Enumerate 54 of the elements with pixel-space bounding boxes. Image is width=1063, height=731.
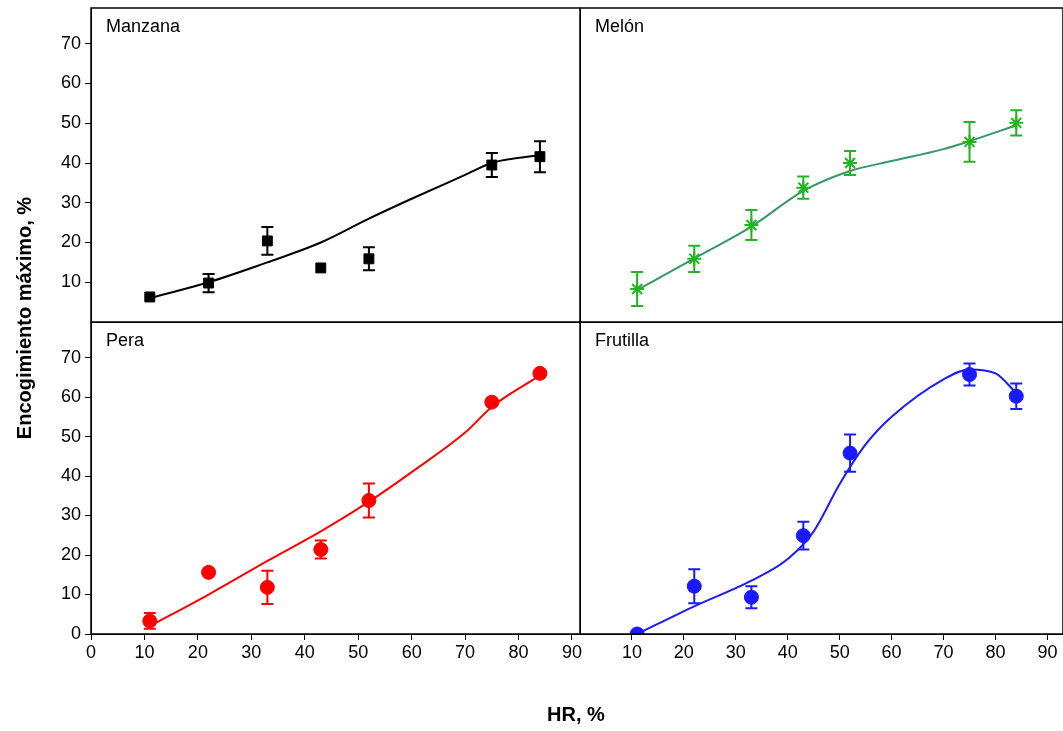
x-tick-label: 40: [294, 641, 315, 662]
x-tick-label: 70: [933, 641, 954, 662]
text: Manzana: [106, 15, 182, 36]
point: [743, 217, 760, 234]
y-axis-title: Encogimiento máximo, %: [12, 196, 36, 440]
point: [486, 159, 498, 171]
x-tick-label: 0: [85, 641, 97, 662]
y-tick-label: 40: [60, 151, 81, 172]
x-tick-label: 40: [777, 641, 798, 662]
chart-title: Pera: [106, 329, 146, 350]
point: [629, 281, 646, 298]
x-tick-label: 30: [725, 641, 746, 662]
y-tick-label: 20: [60, 231, 81, 252]
y-tick-label: 10: [60, 271, 81, 292]
x-tick-label: 90: [561, 641, 582, 662]
x-tick-label: 10: [134, 641, 155, 662]
point: [686, 250, 703, 267]
y-tick-label: 0: [70, 622, 81, 643]
point: [534, 151, 546, 163]
y-tick-label: 30: [60, 191, 81, 212]
x-tick-label: 60: [401, 641, 422, 662]
x-tick-label: 70: [455, 641, 476, 662]
y-tick-label: 50: [60, 425, 81, 446]
point: [315, 262, 327, 274]
point: [363, 253, 375, 265]
x-tick-label: 20: [187, 641, 208, 662]
x-tick-label: 10: [621, 641, 642, 662]
point: [261, 235, 273, 247]
text: Melón: [595, 15, 645, 36]
y-tick-label: 70: [60, 346, 81, 367]
y-tick-label: 30: [60, 504, 81, 525]
point: [532, 365, 548, 381]
y-tick-label: 60: [60, 386, 81, 407]
y-tick-label: 40: [60, 464, 81, 485]
x-tick-label: 30: [241, 641, 262, 662]
point: [144, 291, 156, 303]
y-tick-label: 60: [60, 72, 81, 93]
x-axis-title: HR, %: [547, 703, 605, 726]
point: [201, 564, 217, 580]
point: [1008, 114, 1025, 131]
y-tick-label: 10: [60, 583, 81, 604]
x-tick-label: 90: [1037, 641, 1058, 662]
y-tick-label: 20: [60, 543, 81, 564]
y-tick-label: 70: [60, 32, 81, 53]
chart-title: Frutilla: [595, 329, 650, 350]
y-tick-label: 50: [60, 112, 81, 133]
x-tick-label: 50: [829, 641, 850, 662]
x-tick-label: 20: [673, 641, 694, 662]
point: [484, 394, 500, 410]
x-tick-label: 80: [985, 641, 1006, 662]
x-tick-label: 60: [881, 641, 902, 662]
point: [795, 179, 812, 196]
x-tick-label: 50: [348, 641, 369, 662]
x-tick-label: 80: [508, 641, 529, 662]
